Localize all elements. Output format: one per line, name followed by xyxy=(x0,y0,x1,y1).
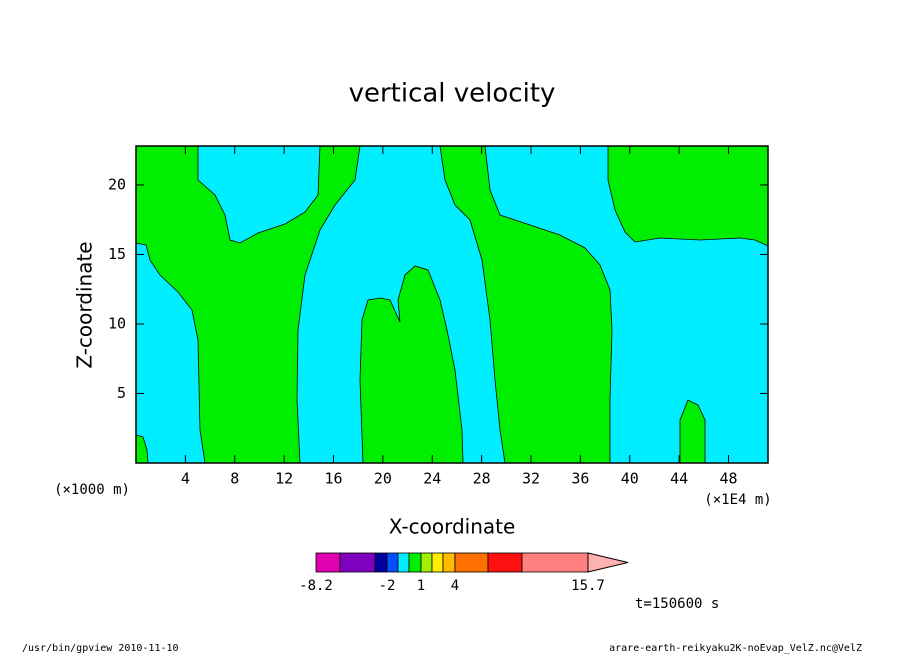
x-axis-title: X-coordinate xyxy=(389,515,516,539)
contour-region xyxy=(135,145,361,464)
x-tick-label: 40 xyxy=(621,470,639,488)
contour-region xyxy=(439,145,613,464)
x-tick-label: 24 xyxy=(423,470,441,488)
colorbar-segment xyxy=(431,552,444,573)
x-tick-label: 4 xyxy=(181,470,190,488)
y-tick-label: 5 xyxy=(117,384,126,402)
colorbar-segment xyxy=(339,552,376,573)
colorbar-tick-label: 1 xyxy=(417,578,425,594)
colorbar-segment xyxy=(521,552,589,573)
chart-title: vertical velocity xyxy=(349,79,556,109)
annotation: t=150600 s xyxy=(635,596,719,612)
x-tick-label: 32 xyxy=(522,470,540,488)
contour-regions xyxy=(135,145,769,464)
footer: arare-earth-reikyaku2K-noEvap_VelZ.nc@Ve… xyxy=(609,643,862,654)
colorbar-segment xyxy=(420,552,433,573)
x-tick-label: 28 xyxy=(473,470,491,488)
y-tick-label: 15 xyxy=(108,245,126,263)
x-tick-label: 16 xyxy=(324,470,342,488)
x-unit-label: (×1000 m) xyxy=(54,482,130,498)
colorbar-arrow xyxy=(587,552,629,573)
x-tick-label: 36 xyxy=(571,470,589,488)
colorbar-tick-label: -2 xyxy=(379,578,396,594)
contour-region xyxy=(359,265,464,464)
colorbar-segment xyxy=(487,552,523,573)
colorbar-tick-label: -8.2 xyxy=(299,578,333,594)
x-unit-label: (×1E4 m) xyxy=(704,492,771,508)
contour-region xyxy=(607,145,769,247)
x-tick-label: 44 xyxy=(670,470,688,488)
colorbar-segment xyxy=(408,552,422,573)
plot-frame xyxy=(135,145,769,464)
colorbar-segment xyxy=(397,552,410,573)
y-tick-label: 10 xyxy=(108,314,126,332)
y-tick-label: 20 xyxy=(108,175,126,193)
colorbar-tick-label: 15.7 xyxy=(571,578,605,594)
colorbar-segment xyxy=(386,552,399,573)
x-tick-label: 48 xyxy=(719,470,737,488)
x-tick-label: 12 xyxy=(275,470,293,488)
colorbar-segment xyxy=(374,552,388,573)
plot-area xyxy=(135,145,769,464)
colorbar-segment xyxy=(454,552,489,573)
colorbar-segment xyxy=(442,552,456,573)
x-tick-label: 8 xyxy=(230,470,239,488)
x-tick-label: 20 xyxy=(374,470,392,488)
colorbar-segment xyxy=(315,552,341,573)
colorbar-tick-label: 4 xyxy=(451,578,459,594)
y-axis-title: Z-coordinate xyxy=(73,241,97,368)
footer: /usr/bin/gpview 2010-11-10 xyxy=(22,643,179,654)
